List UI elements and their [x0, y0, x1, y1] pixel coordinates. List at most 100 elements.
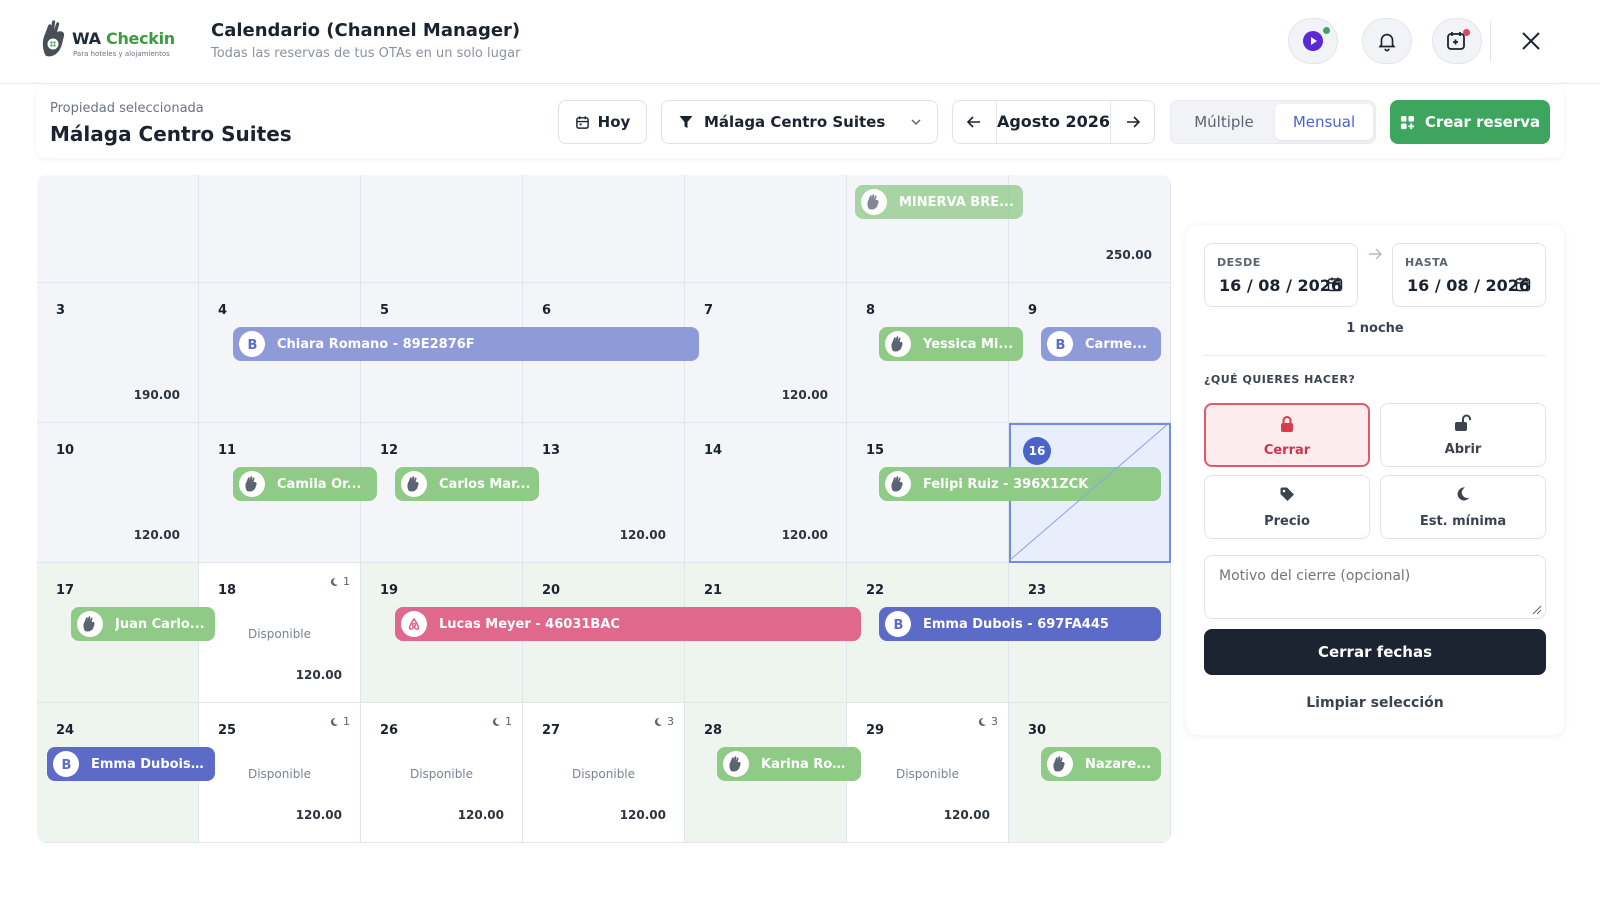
calendar-day-cell[interactable]: [199, 175, 361, 283]
today-button[interactable]: Hoy: [558, 100, 647, 144]
calendar-icon: [1327, 277, 1343, 292]
filter-icon: [679, 116, 693, 128]
calendar-day-cell[interactable]: 25 1 Disponible 120.00: [199, 703, 361, 843]
play-video-button[interactable]: [1288, 18, 1338, 64]
booking-bar[interactable]: Carlos Mar...: [395, 467, 539, 501]
close-dates-action[interactable]: Cerrar: [1204, 403, 1370, 467]
view-monthly-button[interactable]: Mensual: [1275, 104, 1373, 140]
page-subtitle: Todas las reservas de tus OTAs en un sol…: [211, 46, 521, 61]
view-multiple-button[interactable]: Múltiple: [1194, 113, 1254, 131]
day-number: 22: [866, 583, 885, 598]
calendar-day-cell[interactable]: 27 3 Disponible 120.00: [523, 703, 685, 843]
booking-bar[interactable]: Yessica Mi...: [879, 327, 1023, 361]
calendar-day-cell[interactable]: [361, 175, 523, 283]
notifications-button[interactable]: [1362, 18, 1412, 64]
property-label: Propiedad seleccionada: [50, 101, 204, 116]
booking-bar[interactable]: B Emma Dubois - 697FA445: [879, 607, 1161, 641]
calendar-day-cell[interactable]: 10 120.00: [37, 423, 199, 563]
moon-icon: [978, 717, 986, 726]
min-stay-indicator: 1: [329, 715, 350, 728]
moon-icon: [492, 717, 500, 726]
min-stay-value: 1: [343, 715, 350, 728]
day-number: 25: [218, 723, 237, 738]
action-label: Abrir: [1444, 442, 1482, 457]
calendar-grid: 250.00 3 190.00 4 5 6 7 120.00 8 9 10 12…: [37, 175, 1171, 843]
tag-icon: [1205, 486, 1369, 502]
grid-plus-icon: [1400, 115, 1414, 129]
availability-status: Disponible: [895, 767, 960, 781]
wa-checkin-source-icon: [1047, 751, 1073, 777]
page-title: Calendario (Channel Manager): [211, 20, 521, 41]
booking-bar[interactable]: Karina Rod...: [717, 747, 861, 781]
booking-label: Lucas Meyer - 46031BAC: [439, 616, 620, 632]
day-number: 26: [380, 723, 399, 738]
booking-com-source-icon: B: [239, 331, 265, 357]
close-dates-submit-button[interactable]: Cerrar fechas: [1204, 629, 1546, 675]
booking-label: Emma Dubois - 697FA445: [923, 616, 1109, 632]
calendar-day-cell[interactable]: 14 120.00: [685, 423, 847, 563]
booking-bar[interactable]: Felipi Ruiz - 396X1ZCK: [879, 467, 1161, 501]
booking-bar[interactable]: B Emma Dubois ...: [47, 747, 215, 781]
day-number: 18: [218, 583, 237, 598]
booking-bar[interactable]: Juan Carlo...: [71, 607, 215, 641]
booking-bar[interactable]: MINERVA BRE...: [855, 185, 1023, 219]
to-date-field[interactable]: HASTA 16 / 08 / 2026: [1392, 243, 1546, 307]
min-stay-indicator: 1: [329, 575, 350, 588]
calendar-day-cell[interactable]: 29 3 Disponible 120.00: [847, 703, 1009, 843]
open-dates-action[interactable]: Abrir: [1380, 403, 1546, 467]
min-stay-indicator: 3: [977, 715, 998, 728]
resize-handle-icon[interactable]: [1530, 603, 1542, 615]
price-action[interactable]: Precio: [1204, 475, 1370, 539]
booking-bar[interactable]: Lucas Meyer - 46031BAC: [395, 607, 861, 641]
close-button[interactable]: [1516, 26, 1546, 56]
next-month-button[interactable]: [1111, 101, 1154, 143]
from-date-field[interactable]: DESDE 16 / 08 / 2026: [1204, 243, 1358, 307]
day-price: 120.00: [457, 808, 504, 822]
booking-bar[interactable]: Nazare...: [1041, 747, 1161, 781]
min-stay-action[interactable]: Est. mínima: [1380, 475, 1546, 539]
calendar-day-cell[interactable]: 250.00: [1009, 175, 1171, 283]
calendar-sync-button[interactable]: [1432, 18, 1482, 64]
calendar-day-cell[interactable]: [523, 175, 685, 283]
day-number: 10: [56, 443, 75, 458]
day-number: 29: [866, 723, 885, 738]
calendar-day-cell[interactable]: [685, 175, 847, 283]
moon-icon: [330, 717, 338, 726]
nights-count: 1 noche: [1346, 321, 1404, 336]
calendar-day-cell[interactable]: 7 120.00: [685, 283, 847, 423]
booking-com-source-icon: B: [885, 611, 911, 637]
clear-selection-link[interactable]: Limpiar selección: [1306, 695, 1444, 711]
create-booking-button[interactable]: Crear reserva: [1390, 100, 1550, 144]
date-action-panel: DESDE 16 / 08 / 2026 HASTA 16 / 08 / 202…: [1186, 225, 1564, 735]
close-reason-input[interactable]: [1204, 555, 1546, 619]
svg-text:B: B: [894, 618, 904, 631]
logo-wordmark: WA Checkin: [72, 29, 175, 48]
wa-checkin-source-icon: [723, 751, 749, 777]
property-select[interactable]: Málaga Centro Suites: [661, 100, 938, 144]
moon-icon: [654, 717, 662, 726]
booking-label: Felipi Ruiz - 396X1ZCK: [923, 476, 1089, 492]
from-date-value: 16 / 08 / 2026: [1219, 276, 1343, 295]
chevron-down-icon: [911, 119, 921, 126]
calendar-day-cell[interactable]: [37, 175, 199, 283]
availability-status: Disponible: [571, 767, 636, 781]
booking-bar[interactable]: Camila Or...: [233, 467, 377, 501]
calendar-day-cell[interactable]: 3 190.00: [37, 283, 199, 423]
logo-wordmark-wa: WA: [72, 29, 101, 48]
action-question: ¿QUÉ QUIERES HACER?: [1204, 373, 1356, 386]
day-number: 12: [380, 443, 399, 458]
calendar-alert-dot: [1463, 29, 1470, 36]
calendar-day-cell[interactable]: 13 120.00: [523, 423, 685, 563]
wa-checkin-source-icon: [861, 189, 887, 215]
calendar-day-cell[interactable]: 26 1 Disponible 120.00: [361, 703, 523, 843]
svg-text:B: B: [62, 758, 72, 771]
min-stay-value: 3: [667, 715, 674, 728]
logo-hand-icon: [42, 20, 65, 57]
day-price: 120.00: [133, 528, 180, 542]
booking-bar[interactable]: B Chiara Romano - 89E2876F: [233, 327, 699, 361]
day-number: 23: [1028, 583, 1047, 598]
booking-bar[interactable]: B Carme...: [1041, 327, 1161, 361]
airbnb-source-icon: [401, 611, 427, 637]
prev-month-button[interactable]: [953, 101, 996, 143]
calendar-day-cell[interactable]: 18 1 Disponible 120.00: [199, 563, 361, 703]
